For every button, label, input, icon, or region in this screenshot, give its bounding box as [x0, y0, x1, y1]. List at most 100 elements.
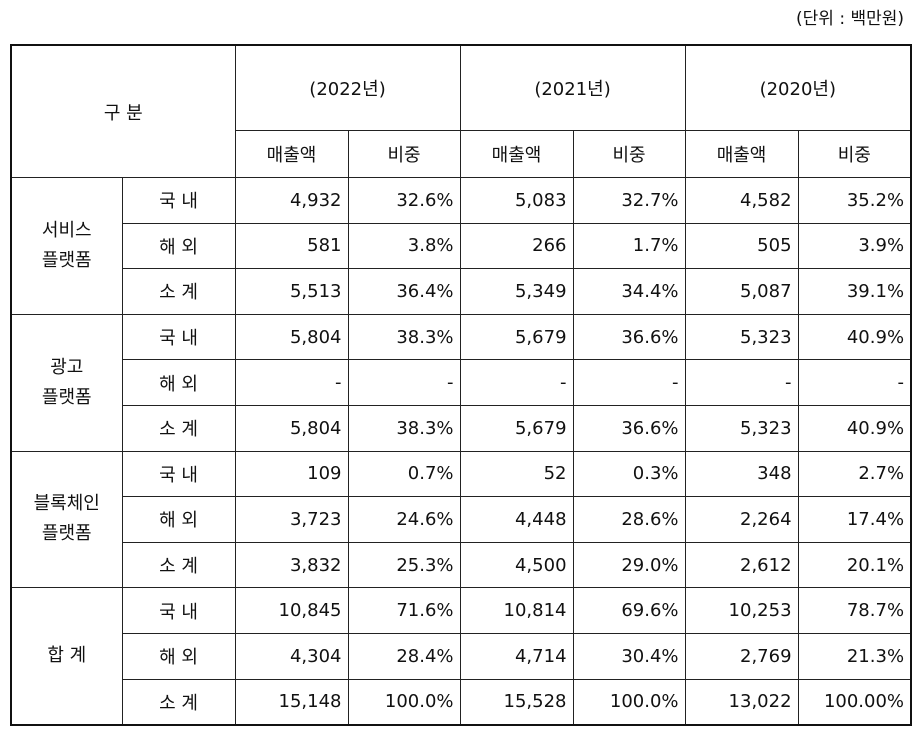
cell: 100.0% [347, 678, 461, 726]
cell: 38.3% [347, 313, 461, 361]
cell: 40.9% [797, 313, 912, 361]
row-label: 국 내 [121, 587, 236, 634]
cell: 32.7% [572, 177, 686, 224]
cell: 29.0% [572, 541, 686, 589]
row-label: 국 내 [121, 450, 236, 498]
row-label: 소 계 [121, 541, 236, 589]
cell: 581 [234, 222, 349, 270]
group-label-line1: 서비스 [41, 219, 92, 241]
cell: 5,087 [684, 268, 799, 315]
group-label: 서비스 플랫폼 [10, 177, 123, 315]
cell: 52 [459, 450, 574, 498]
cell: 30.4% [572, 632, 686, 680]
cell: 36.4% [347, 268, 461, 315]
category-header: 구 분 [10, 44, 236, 178]
cell: 40.9% [797, 404, 912, 452]
cell: 348 [684, 450, 799, 498]
row-label: 국 내 [121, 313, 236, 361]
cell: 32.6% [347, 177, 461, 224]
header-row-years: 구 분 (2022년) (2021년) (2020년) [10, 44, 912, 178]
cell: 10,845 [234, 587, 349, 634]
row-label: 국 내 [121, 177, 236, 224]
cell: 15,148 [234, 678, 349, 726]
cell: 36.6% [572, 313, 686, 361]
unit-label: (단위 : 백만원) [796, 9, 904, 29]
cell: 15,528 [459, 678, 574, 726]
cell: 10,814 [459, 587, 574, 634]
table-row: 소 계 15,148 100.0% 15,528 100.0% 13,022 1… [11, 678, 912, 726]
cell: 17.4% [797, 496, 912, 543]
cell: - [684, 359, 799, 406]
cell: 24.6% [347, 496, 461, 543]
cell: 39.1% [797, 268, 912, 315]
group-label-line1: 광고 [50, 356, 84, 378]
cell: - [347, 359, 461, 406]
cell: 5,083 [459, 177, 574, 224]
cell: 4,448 [459, 496, 574, 543]
year-header-2021: (2021년) [459, 44, 686, 131]
group-label-line1: 블록체인 [33, 493, 100, 515]
table-row: 서비스 플랫폼 국 내 4,932 32.6% 5,083 32.7% 4,58… [10, 177, 912, 315]
revenue-header: 매출액 [234, 130, 349, 178]
cell: 5,679 [459, 313, 574, 361]
cell: 78.7% [797, 587, 912, 634]
cell: 4,500 [459, 541, 574, 589]
table-row: 해 외 3,723 24.6% 4,448 28.6% 2,264 17.4% [11, 496, 912, 543]
cell: 2,264 [684, 496, 799, 543]
cell: 5,679 [459, 404, 574, 452]
table-row: 소 계 5,804 38.3% 5,679 36.6% 5,323 40.9% [11, 404, 912, 452]
group-label-line2: 플랫폼 [41, 523, 92, 545]
cell: 21.3% [797, 632, 912, 680]
table-row: 해 외 4,304 28.4% 4,714 30.4% 2,769 21.3% [11, 632, 912, 680]
share-header: 비중 [572, 130, 686, 178]
cell: 109 [234, 450, 349, 498]
cell: 5,323 [684, 404, 799, 452]
group-label-line2: 플랫폼 [41, 386, 92, 408]
row-label: 해 외 [121, 496, 236, 543]
cell: 10,253 [684, 587, 799, 634]
cell: - [797, 359, 912, 406]
revenue-header: 매출액 [459, 130, 574, 178]
row-label: 소 계 [121, 268, 236, 315]
cell: 4,714 [459, 632, 574, 680]
header-row-metrics: 매출액 비중 매출액 비중 매출액 비중 [11, 130, 912, 178]
cell: - [459, 359, 574, 406]
revenue-header: 매출액 [684, 130, 799, 178]
cell: 20.1% [797, 541, 912, 589]
row-label: 해 외 [121, 222, 236, 270]
cell: 35.2% [797, 177, 912, 224]
cell: 2.7% [797, 450, 912, 498]
group-label: 블록체인 플랫폼 [10, 450, 123, 589]
cell: 38.3% [347, 404, 461, 452]
row-label: 해 외 [121, 359, 236, 406]
table-row: 광고 플랫폼 국 내 5,804 38.3% 5,679 36.6% 5,323… [10, 313, 912, 452]
group-label-line1: 합 계 [47, 645, 87, 667]
table-row: 합 계 국 내 10,845 71.6% 10,814 69.6% 10,253… [10, 587, 912, 726]
table-row: 해 외 581 3.8% 266 1.7% 505 3.9% [11, 222, 912, 270]
cell: 4,304 [234, 632, 349, 680]
table-row: 해 외 - - - - - - [11, 359, 912, 406]
cell: 25.3% [347, 541, 461, 589]
group-label: 합 계 [10, 587, 123, 726]
table-row: 소 계 5,513 36.4% 5,349 34.4% 5,087 39.1% [11, 268, 912, 315]
year-header-2020: (2020년) [684, 44, 912, 131]
cell: 71.6% [347, 587, 461, 634]
cell: 100.00% [797, 678, 912, 726]
cell: 1.7% [572, 222, 686, 270]
cell: 266 [459, 222, 574, 270]
cell: 34.4% [572, 268, 686, 315]
share-header: 비중 [347, 130, 461, 178]
year-header-2022: (2022년) [234, 44, 461, 131]
cell: 5,513 [234, 268, 349, 315]
cell: 5,349 [459, 268, 574, 315]
cell: 36.6% [572, 404, 686, 452]
group-label-line2: 플랫폼 [41, 249, 92, 271]
cell: 3.8% [347, 222, 461, 270]
cell: 69.6% [572, 587, 686, 634]
cell: 505 [684, 222, 799, 270]
cell: 2,769 [684, 632, 799, 680]
row-label: 소 계 [121, 678, 236, 726]
cell: 0.7% [347, 450, 461, 498]
cell: 3,832 [234, 541, 349, 589]
cell: 5,804 [234, 313, 349, 361]
